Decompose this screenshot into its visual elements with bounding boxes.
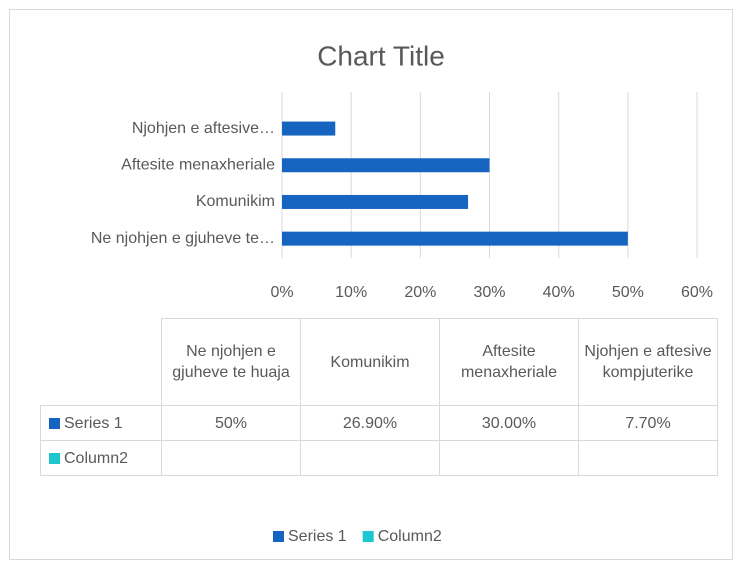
row-name: Column2 [64, 449, 129, 467]
row-header: Series 1 [40, 405, 162, 441]
x-tick-label: 10% [335, 284, 367, 301]
table-header: Aftesite menaxheriale [439, 318, 579, 406]
table-cell [439, 440, 579, 476]
row-header: Column2 [40, 440, 162, 476]
y-tick-label: Aftesite menaxheriale [121, 156, 275, 173]
legend-label: Column2 [378, 528, 442, 545]
chart-title: Chart Title [317, 40, 445, 71]
table-header: Komunikim [300, 318, 440, 406]
table-cell: 30.00% [439, 405, 579, 441]
legend-label: Series 1 [288, 528, 347, 545]
legend-key [49, 452, 60, 464]
y-tick-label: Komunikim [196, 193, 275, 210]
table-cell [300, 440, 440, 476]
x-tick-label: 30% [473, 284, 505, 301]
table-cell: 7.70% [578, 405, 718, 441]
table-cell [161, 440, 301, 476]
data-table: Ne njohjen e gjuheve te huaja Komunikim Af… [40, 318, 718, 476]
table-cell: 50% [161, 405, 301, 441]
x-tick-label: 60% [681, 284, 713, 301]
y-tick-label: Ne njohjen e gjuheve te… [91, 230, 275, 247]
x-tick-label: 20% [404, 284, 436, 301]
bar [282, 121, 336, 136]
bar [282, 158, 490, 173]
y-tick-label: Njohjen e aftesive… [132, 120, 275, 137]
x-tick-label: 50% [612, 284, 644, 301]
x-tick-label: 40% [543, 284, 575, 301]
table-row: Column2 [40, 440, 718, 476]
legend-swatch [273, 531, 284, 542]
bar [282, 231, 628, 246]
bar [282, 194, 469, 209]
table-corner [40, 318, 162, 406]
legend-key [49, 417, 60, 429]
chart-border [9, 9, 733, 560]
legend-swatch [362, 531, 374, 542]
table-header: Ne njohjen e gjuheve te huaja [161, 318, 301, 406]
row-name: Series 1 [64, 414, 123, 432]
table-row: Series 1 50% 26.90% 30.00% 7.70% [40, 405, 718, 441]
x-tick-label: 0% [270, 284, 293, 301]
table-cell [578, 440, 718, 476]
table-header: Njohjen e aftesive kompjuterike [578, 318, 718, 406]
table-cell: 26.90% [300, 405, 440, 441]
